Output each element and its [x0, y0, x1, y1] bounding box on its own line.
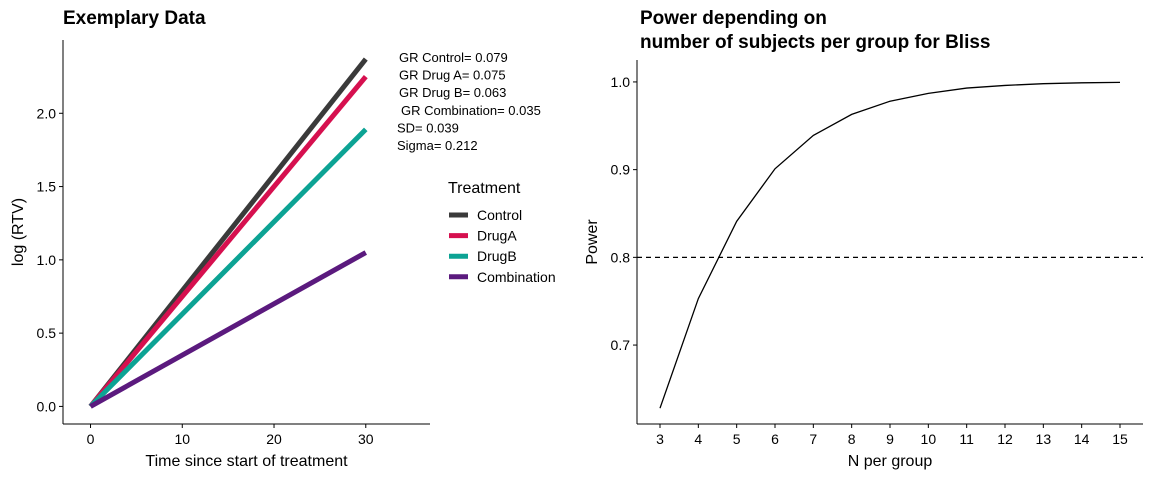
- x-axis-label: Time since start of treatment: [145, 453, 348, 470]
- x-tick-label: 12: [997, 431, 1013, 447]
- chart-title: Power depending on: [640, 8, 827, 29]
- x-tick-label: 10: [174, 431, 190, 447]
- x-tick-label: 10: [921, 431, 937, 447]
- chart-title-line2: number of subjects per group for Bliss: [640, 32, 991, 53]
- y-tick-label: 0.0: [37, 398, 57, 414]
- chart-title: Exemplary Data: [63, 8, 206, 29]
- x-tick-label: 3: [656, 431, 664, 447]
- exemplary-data-panel: Exemplary Data 0.0 0.5 1.0 1.5 2.0 0 10 20 30 Time…: [10, 8, 556, 470]
- y-tick-label: 1.5: [37, 179, 57, 195]
- x-tick-label: 20: [266, 431, 282, 447]
- series-line-druga: [88, 75, 368, 409]
- power-curve-line: [659, 81, 1121, 409]
- x-tick-label: 11: [959, 431, 974, 447]
- y-tick-label: 0.9: [611, 162, 631, 178]
- legend-label: DrugA: [477, 228, 517, 244]
- power-panel: Power depending on number of subjects per…: [584, 8, 1143, 470]
- y-tick-label: 0.5: [37, 325, 57, 341]
- x-tick-label: 0: [87, 431, 95, 447]
- y-axis-label: Power: [584, 219, 601, 265]
- x-tick-label: 30: [358, 431, 374, 447]
- annotation-text: Sigma= 0.212: [397, 138, 478, 153]
- legend-label: Control: [477, 207, 522, 223]
- annotation-text: SD= 0.039: [397, 120, 459, 135]
- x-tick-label: 8: [848, 431, 856, 447]
- legend-title: Treatment: [448, 180, 521, 197]
- legend-label: Combination: [477, 269, 556, 285]
- y-tick-label: 0.8: [611, 249, 631, 265]
- x-tick-label: 5: [733, 431, 741, 447]
- y-tick-label: 2.0: [37, 105, 57, 121]
- x-tick-label: 6: [771, 431, 779, 447]
- series-line-combination: [89, 250, 367, 409]
- y-tick-label: 1.0: [611, 74, 631, 90]
- y-tick-label: 1.0: [37, 252, 57, 268]
- annotation-text: GR Combination= 0.035: [401, 103, 541, 118]
- x-axis-label: N per group: [848, 453, 933, 470]
- annotation-text: GR Control= 0.079: [399, 50, 508, 65]
- annotation-text: GR Drug A= 0.075: [399, 68, 506, 83]
- x-tick-label: 7: [809, 431, 817, 447]
- x-tick-label: 9: [886, 431, 894, 447]
- y-axis-label: log (RTV): [10, 198, 27, 266]
- x-tick-label: 13: [1036, 431, 1052, 447]
- legend-label: DrugB: [477, 248, 517, 264]
- x-tick-label: 4: [694, 431, 702, 447]
- annotation-text: GR Drug B= 0.063: [399, 85, 506, 100]
- x-tick-label: 15: [1112, 431, 1128, 447]
- y-tick-label: 0.7: [611, 337, 631, 353]
- series-line-drugb: [88, 127, 368, 409]
- x-tick-label: 14: [1074, 431, 1090, 447]
